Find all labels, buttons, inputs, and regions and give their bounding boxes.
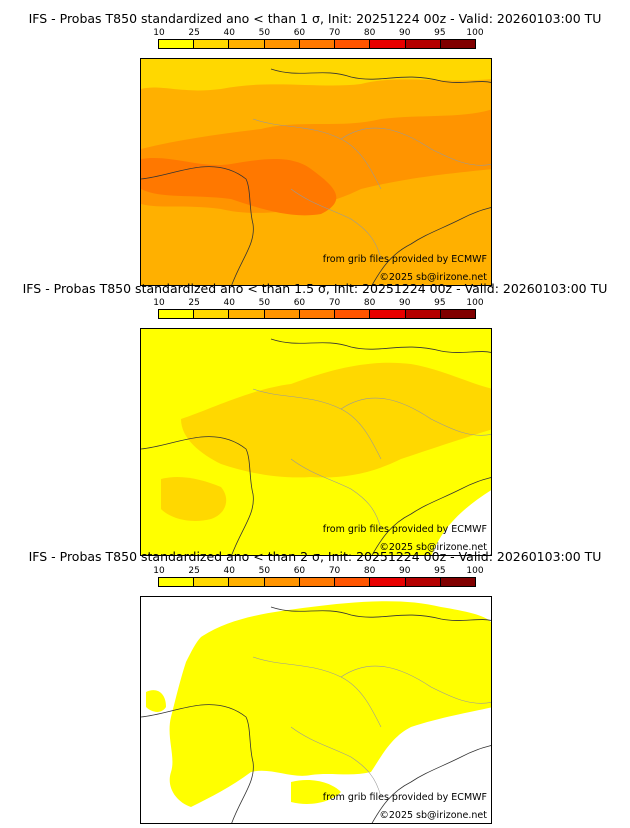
- scale-tick-label: 80: [363, 28, 376, 38]
- scale-tick-label: 80: [363, 298, 376, 308]
- scale-tick-label: 95: [434, 28, 446, 38]
- scale-tick-label: 90: [399, 298, 411, 308]
- scale-tick-label: 40: [223, 28, 235, 38]
- map-canvas: [141, 329, 491, 555]
- scale-segment: [264, 40, 300, 48]
- scale-tick-label: 70: [328, 28, 341, 38]
- probability-patch: [431, 490, 491, 555]
- borders: [252, 388, 491, 530]
- scale-tick-label: 60: [293, 566, 306, 576]
- scale-tick-label: 95: [434, 298, 446, 308]
- scale-tick-label: 50: [258, 566, 271, 576]
- scale-segment: [405, 310, 441, 318]
- scale-segment: [229, 578, 265, 586]
- scale-tick-label: 70: [328, 298, 341, 308]
- scale-segment: [194, 578, 230, 586]
- probability-patch: [169, 601, 491, 807]
- copyright: ©2025 sb@irizone.net: [379, 272, 487, 283]
- scale-tick-label: 90: [399, 566, 411, 576]
- scale-segment: [159, 40, 195, 48]
- scale-tick-label: 60: [293, 298, 306, 308]
- scale-tick-label: 10: [153, 298, 165, 308]
- scale-segment: [299, 578, 336, 586]
- scale-ticks: 10 25 40 50 60 70 80 90 95 100: [153, 565, 483, 577]
- color-scale: 10 25 40 50 60 70 80 90 95 100: [153, 565, 484, 593]
- source-credit: from grib files provided by ECMWF: [322, 254, 487, 265]
- scale-segment: [440, 310, 475, 318]
- probability-patch: [141, 157, 337, 216]
- scale-tick-label: 10: [153, 566, 165, 576]
- probability-patch: [181, 362, 491, 478]
- probability-patch: [161, 476, 227, 521]
- scale-ticks: 10 25 40 50 60 70 80 90 95 100: [153, 27, 483, 39]
- scale-segment: [370, 578, 406, 586]
- scale-tick-label: 100: [466, 298, 484, 308]
- scale-segment: [229, 40, 265, 48]
- scale-segment: [335, 578, 371, 586]
- scale-tick-label: 25: [188, 28, 200, 38]
- scale-tick-label: 100: [466, 28, 484, 38]
- scale-ticks: 10 25 40 50 60 70 80 90 95 100: [153, 297, 483, 309]
- scale-segment: [264, 310, 300, 318]
- map-panel-3: IFS - Probas T850 standardized ano < tha…: [0, 548, 630, 824]
- scale-segment: [440, 578, 475, 586]
- scale-segment: [194, 40, 230, 48]
- scale-tick-label: 80: [363, 566, 376, 576]
- color-scale: 10 25 40 50 60 70 80 90 95 100: [153, 297, 484, 325]
- coastline: [141, 68, 491, 285]
- scale-bar: [158, 309, 476, 319]
- scale-tick-label: 90: [399, 28, 411, 38]
- scale-bar: [158, 39, 476, 49]
- map-panel-2: IFS - Probas T850 standardized ano < tha…: [0, 280, 630, 556]
- scale-segment: [405, 40, 441, 48]
- scale-tick-label: 10: [153, 28, 165, 38]
- coastline: [141, 338, 491, 555]
- scale-segment: [299, 40, 336, 48]
- source-credit: from grib files provided by ECMWF: [322, 792, 487, 803]
- scale-segment: [159, 578, 195, 586]
- scale-tick-label: 100: [466, 566, 484, 576]
- scale-segment: [370, 40, 406, 48]
- scale-segment: [299, 310, 336, 318]
- scale-segment: [440, 40, 475, 48]
- borders: [252, 118, 491, 260]
- scale-tick-label: 70: [328, 566, 341, 576]
- map-canvas: [141, 597, 491, 823]
- copyright: ©2025 sb@irizone.net: [379, 542, 487, 553]
- scale-tick-label: 40: [223, 298, 235, 308]
- map-canvas: [141, 59, 491, 285]
- scale-segment: [229, 310, 265, 318]
- probability-patch: [141, 59, 491, 91]
- scale-tick-label: 40: [223, 566, 235, 576]
- panel-title: IFS - Probas T850 standardized ano < tha…: [28, 549, 602, 564]
- borders: [252, 656, 491, 798]
- scale-tick-label: 60: [293, 28, 306, 38]
- scale-segment: [335, 40, 371, 48]
- scale-segment: [335, 310, 371, 318]
- scale-tick-label: 95: [434, 566, 446, 576]
- coastline: [141, 606, 491, 823]
- probability-patch: [291, 780, 341, 804]
- source-credit: from grib files provided by ECMWF: [322, 524, 487, 535]
- scale-segment: [264, 578, 300, 586]
- scale-tick-label: 25: [188, 298, 200, 308]
- scale-segment: [159, 310, 195, 318]
- scale-bar: [158, 577, 476, 587]
- panel-title: IFS - Probas T850 standardized ano < tha…: [22, 281, 608, 296]
- probability-map: from grib files provided by ECMWF ©2025 …: [140, 596, 492, 824]
- scale-tick-label: 50: [258, 28, 271, 38]
- probability-patch: [146, 690, 166, 712]
- panel-title: IFS - Probas T850 standardized ano < tha…: [28, 11, 602, 26]
- scale-segment: [405, 578, 441, 586]
- color-scale: 10 25 40 50 60 70 80 90 95 100: [153, 27, 484, 55]
- copyright: ©2025 sb@irizone.net: [379, 810, 487, 821]
- probability-map: from grib files provided by ECMWF ©2025 …: [140, 328, 492, 556]
- probability-map: from grib files provided by ECMWF ©2025 …: [140, 58, 492, 286]
- scale-tick-label: 25: [188, 566, 200, 576]
- scale-segment: [194, 310, 230, 318]
- map-panel-1: IFS - Probas T850 standardized ano < tha…: [0, 10, 630, 286]
- scale-segment: [370, 310, 406, 318]
- scale-tick-label: 50: [258, 298, 271, 308]
